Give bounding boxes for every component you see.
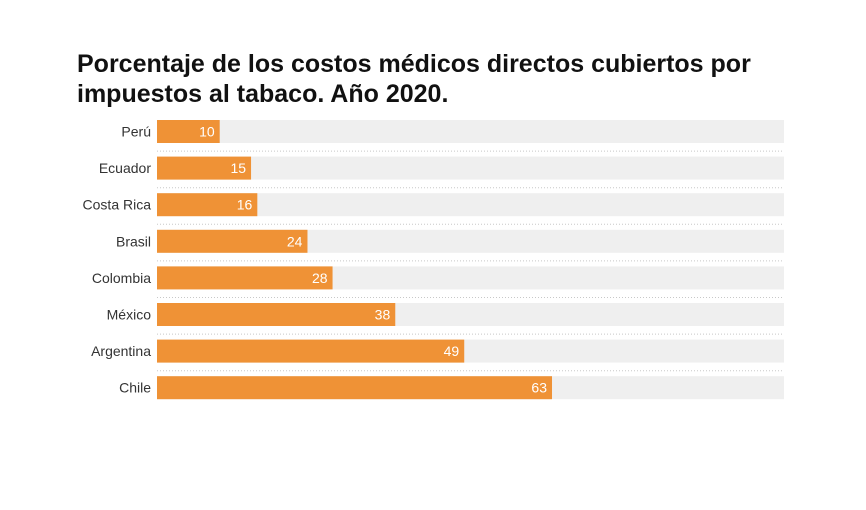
bar-track-brasil [157,229,784,253]
bar-peru [157,120,220,143]
bar-argentina [157,339,465,363]
value-label-peru: 10 [199,124,215,140]
category-label-argentina: Argentina [91,343,151,359]
bar-track-costa-rica [157,193,784,217]
bar-track-ecuador [157,156,784,180]
category-label-mexico: México [107,307,152,323]
value-label-colombia: 28 [312,270,328,286]
category-label-colombia: Colombia [92,270,151,286]
category-label-chile: Chile [119,380,151,396]
chart-title: Porcentaje de los costos médicos directo… [77,50,751,108]
value-label-chile: 63 [531,380,547,396]
bar-brasil [157,229,308,253]
value-label-argentina: 49 [444,343,460,359]
bar-track-peru [157,120,784,143]
bar-ecuador [157,156,252,180]
value-label-ecuador: 15 [230,160,246,176]
category-label-brasil: Brasil [116,233,151,249]
bar-chile [157,376,553,400]
bar-costa-rica [157,193,258,217]
value-label-mexico: 38 [375,307,391,323]
value-label-brasil: 24 [287,233,303,249]
category-label-costa-rica: Costa Rica [83,197,152,213]
bar-colombia [157,266,333,290]
category-label-peru: Perú [121,124,151,140]
value-label-costa-rica: 16 [237,197,253,213]
category-label-ecuador: Ecuador [99,160,151,176]
bar-mexico [157,303,396,326]
